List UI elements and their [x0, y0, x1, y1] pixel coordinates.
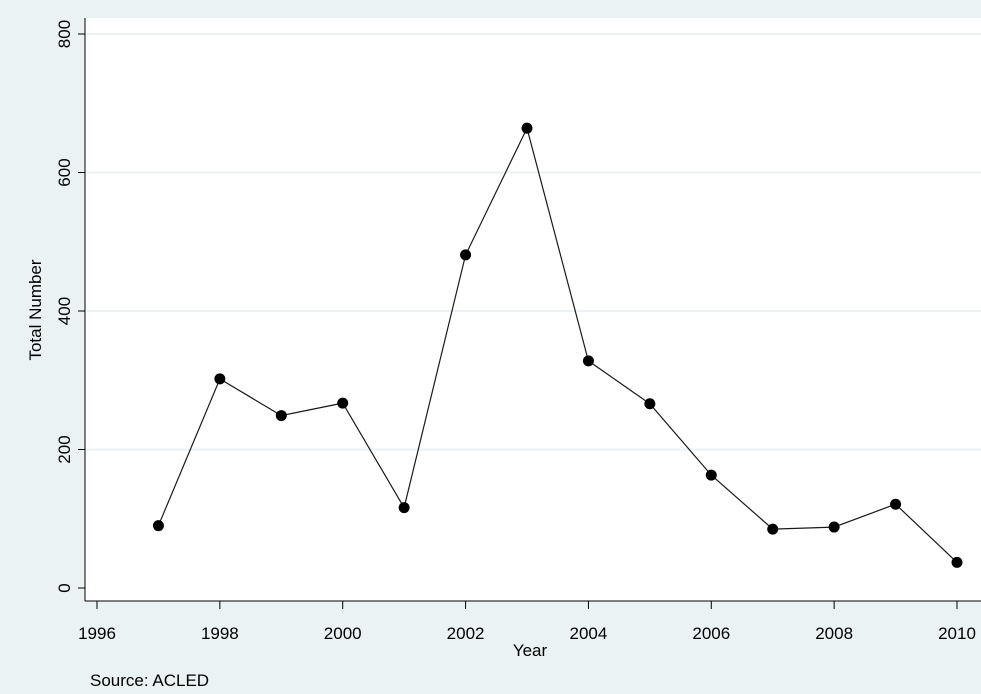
- data-point-2006: [705, 469, 717, 481]
- gridlines: [86, 33, 981, 451]
- data-point-2004: [582, 355, 594, 367]
- data-point-2000: [337, 397, 349, 409]
- y-tick-label: 800: [55, 20, 74, 48]
- data-point-2003: [521, 122, 533, 134]
- data-point-2005: [644, 398, 656, 410]
- y-tick-label: 200: [55, 435, 74, 463]
- series: [152, 122, 963, 568]
- x-tick-label: 2008: [815, 624, 853, 643]
- x-tick-label: 2006: [692, 624, 730, 643]
- data-point-2010: [951, 556, 963, 568]
- data-point-2007: [767, 523, 779, 535]
- series-line: [157, 126, 958, 563]
- x-tick-label: 2000: [324, 624, 362, 643]
- data-point-1999: [275, 410, 287, 422]
- axes: [84, 18, 981, 602]
- x-tick-label: 1998: [201, 624, 239, 643]
- x-ticks: 1996 1998 2000 2002 2004 2006 2008 2010: [78, 601, 976, 643]
- y-ticks: 0 200 400 600 800: [55, 20, 85, 593]
- y-tick-label: 400: [55, 297, 74, 325]
- plot-area: [85, 18, 981, 601]
- y-axis-title: Total Number: [26, 259, 45, 360]
- y-tick-label: 600: [55, 158, 74, 186]
- x-tick-label: 2010: [938, 624, 976, 643]
- x-tick-label: 2002: [447, 624, 485, 643]
- y-tick-label: 0: [55, 583, 74, 592]
- data-point-2008: [828, 521, 840, 533]
- x-tick-label: 2004: [570, 624, 608, 643]
- data-point-1997: [152, 520, 164, 532]
- source-note: Source: ACLED: [90, 671, 209, 689]
- data-point-2001: [398, 502, 410, 514]
- data-point-2009: [890, 498, 902, 510]
- data-point-1998: [214, 373, 226, 385]
- data-point-2002: [460, 249, 472, 261]
- x-axis-title: Year: [513, 641, 548, 660]
- x-tick-label: 1996: [78, 624, 116, 643]
